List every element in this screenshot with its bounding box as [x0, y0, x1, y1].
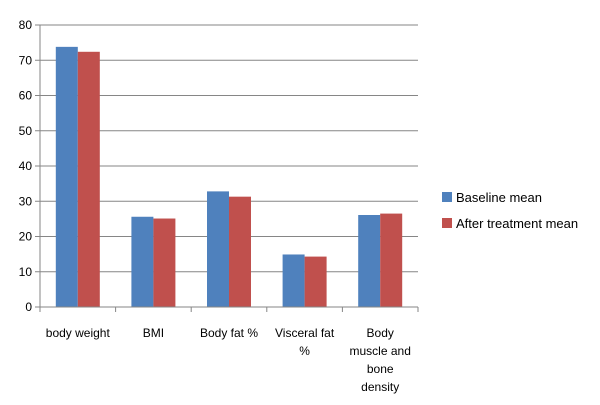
- legend: Baseline mean After treatment mean: [442, 190, 578, 231]
- y-axis-ticks: 0 10 20 30 40 50 60 70 80: [19, 18, 40, 314]
- bar-baseline-mean: [282, 254, 305, 307]
- y-tick-label: 50: [19, 124, 33, 138]
- bar-after-treatment-mean: [304, 256, 327, 307]
- x-tick-label: density: [361, 380, 399, 394]
- bar-baseline-mean: [131, 216, 154, 307]
- x-tick-label: body weight: [46, 326, 111, 340]
- bar-baseline-mean: [358, 214, 381, 307]
- legend-swatch: [442, 218, 452, 228]
- y-tick-label: 30: [19, 194, 33, 208]
- x-tick-label: bone: [367, 362, 394, 376]
- y-tick-label: 0: [25, 300, 32, 314]
- bar-after-treatment-mean: [153, 218, 176, 307]
- legend-label: Baseline mean: [456, 190, 542, 205]
- y-tick-label: 40: [19, 159, 33, 173]
- bar-after-treatment-mean: [380, 213, 403, 307]
- x-tick-label: Body fat %: [200, 326, 258, 340]
- legend-swatch: [442, 192, 452, 202]
- y-tick-label: 60: [19, 89, 33, 103]
- y-tick-label: 20: [19, 230, 33, 244]
- y-tick-label: 70: [19, 53, 33, 67]
- x-tick-label: Visceral fat: [275, 326, 335, 340]
- axes: [39, 25, 419, 312]
- y-tick-label: 80: [19, 18, 33, 32]
- x-tick-label: %: [299, 344, 310, 358]
- bars: [55, 46, 403, 307]
- bar-baseline-mean: [207, 191, 229, 307]
- x-tick-label: muscle and: [350, 344, 411, 358]
- x-tick-label: BMI: [143, 326, 164, 340]
- bar-baseline-mean: [55, 46, 78, 307]
- x-tick-label: Body: [367, 326, 394, 340]
- y-tick-label: 10: [19, 265, 33, 279]
- bar-after-treatment-mean: [229, 196, 251, 307]
- x-axis-labels: body weight BMI Body fat % Visceral fat% Bod…: [46, 326, 411, 394]
- bar-after-treatment-mean: [77, 51, 100, 307]
- legend-label: After treatment mean: [456, 216, 578, 231]
